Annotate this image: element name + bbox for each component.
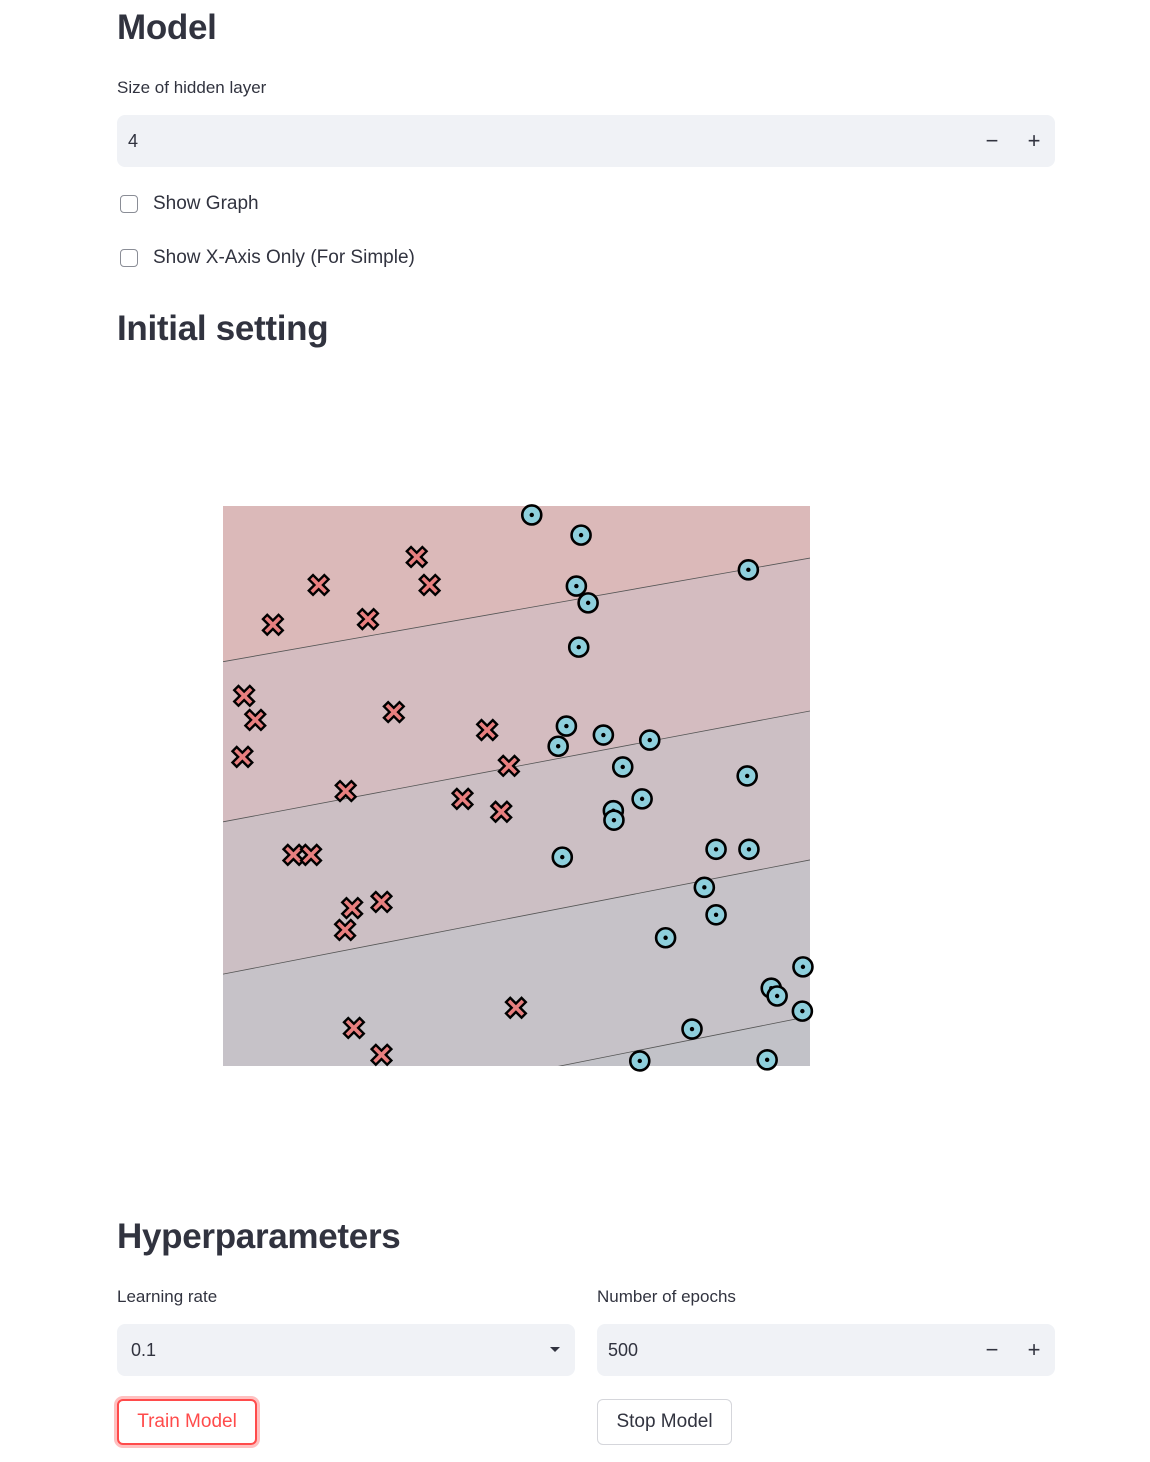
- data-point-o: [551, 846, 574, 868]
- data-point-x: [382, 700, 406, 724]
- data-point-x: [497, 754, 521, 778]
- learning-rate-value[interactable]: 0.1: [131, 1339, 157, 1360]
- data-point-o: [555, 715, 578, 737]
- data-point-o: [693, 876, 716, 899]
- data-point-o: [654, 926, 677, 949]
- data-point-o: [570, 524, 592, 546]
- decision-boundary-plot: [223, 504, 814, 1072]
- data-point-x: [369, 1043, 394, 1067]
- data-point-x: [504, 996, 528, 1020]
- initial-setting-heading: Initial setting: [117, 309, 329, 348]
- hidden-layer-input[interactable]: 4 − +: [117, 115, 1055, 167]
- data-point-x: [489, 800, 513, 824]
- data-point-o: [766, 985, 788, 1007]
- learning-rate-select[interactable]: 0.1: [117, 1324, 575, 1376]
- data-point-o: [681, 1018, 703, 1040]
- contour-line: [223, 710, 810, 823]
- data-point-x: [307, 573, 331, 597]
- hyperparameters-heading: Hyperparameters: [117, 1217, 401, 1256]
- data-point-o: [792, 956, 814, 978]
- contour-line: [223, 859, 810, 975]
- contour-line: [223, 557, 810, 663]
- show-xaxis-checkbox-box[interactable]: [120, 249, 138, 267]
- region-band: [223, 558, 810, 822]
- epochs-decrement-button[interactable]: −: [985, 1337, 999, 1362]
- data-point-x: [281, 843, 306, 867]
- region-band: [223, 859, 810, 1066]
- epochs-increment-button[interactable]: +: [1027, 1337, 1041, 1362]
- data-point-o: [520, 504, 543, 526]
- show-xaxis-checkbox-label: Show X-Axis Only (For Simple): [153, 247, 415, 268]
- data-point-x: [232, 684, 256, 708]
- data-point-o: [611, 756, 634, 778]
- stop-model-button[interactable]: Stop Model: [597, 1399, 732, 1445]
- model-heading: Model: [117, 8, 217, 47]
- epochs-value[interactable]: 500: [608, 1339, 639, 1360]
- data-point-o: [631, 788, 653, 810]
- data-point-o: [736, 765, 758, 787]
- train-model-button[interactable]: Train Model: [117, 1399, 257, 1445]
- learning-rate-label: Learning rate: [117, 1287, 218, 1306]
- data-point-o: [567, 636, 590, 658]
- hidden-layer-value[interactable]: 4: [128, 130, 139, 151]
- data-point-o: [592, 724, 615, 746]
- data-point-x: [340, 896, 364, 920]
- data-point-o: [628, 1050, 651, 1072]
- show-graph-checkbox-box[interactable]: [120, 195, 138, 213]
- data-point-x: [261, 613, 285, 637]
- data-point-o: [705, 903, 727, 926]
- data-point-o: [565, 575, 588, 597]
- data-point-x: [334, 779, 358, 803]
- epochs-label: Number of epochs: [597, 1287, 736, 1306]
- data-point-o: [738, 838, 760, 861]
- data-point-o: [547, 735, 569, 758]
- data-point-x: [299, 843, 323, 867]
- data-point-x: [405, 545, 429, 569]
- data-point-x: [369, 890, 394, 914]
- epochs-input[interactable]: 500 − +: [597, 1324, 1055, 1376]
- contour-line: [557, 1015, 810, 1066]
- data-point-o: [603, 809, 625, 831]
- hidden-layer-increment-button[interactable]: +: [1027, 128, 1041, 153]
- hidden-layer-decrement-button[interactable]: −: [985, 128, 999, 153]
- data-point-o: [638, 729, 661, 751]
- show-xaxis-checkbox[interactable]: Show X-Axis Only (For Simple): [120, 247, 415, 269]
- data-point-x: [450, 787, 475, 811]
- data-point-x: [333, 918, 357, 942]
- data-point-o: [577, 592, 599, 614]
- data-point-o: [756, 1049, 778, 1071]
- show-graph-checkbox-label: Show Graph: [153, 193, 259, 214]
- data-point-o: [791, 1000, 814, 1022]
- data-point-x: [342, 1016, 366, 1040]
- data-point-x: [418, 573, 442, 597]
- data-point-x: [230, 745, 254, 769]
- data-point-o: [737, 559, 760, 581]
- hidden-layer-label: Size of hidden layer: [117, 78, 267, 97]
- data-point-o: [705, 838, 727, 861]
- show-graph-checkbox[interactable]: Show Graph: [120, 193, 259, 215]
- data-point-x: [356, 607, 380, 631]
- data-point-x: [243, 708, 267, 732]
- data-point-x: [475, 718, 499, 742]
- region-band: [223, 710, 810, 975]
- chevron-down-icon[interactable]: [535, 1346, 575, 1354]
